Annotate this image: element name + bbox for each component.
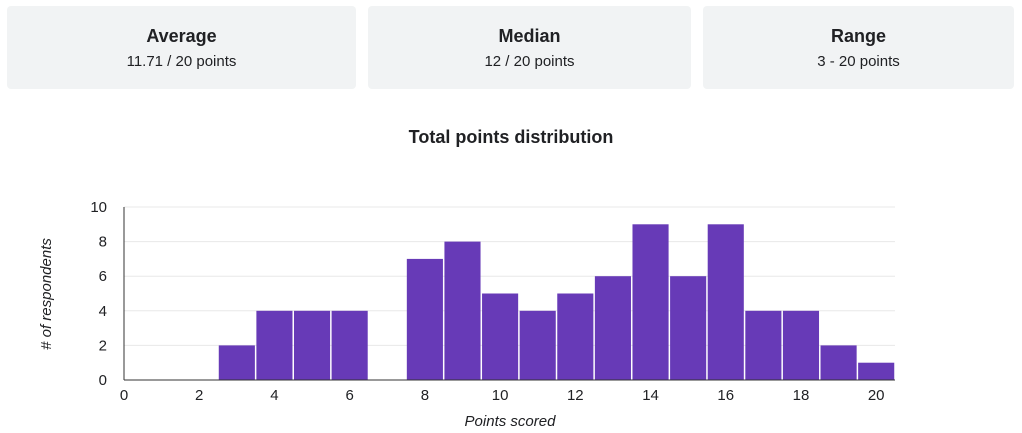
histogram-bar[interactable]: [519, 310, 556, 380]
y-tick-label: 8: [99, 234, 107, 251]
median-card: Median 12 / 20 points: [368, 6, 691, 89]
histogram-bar[interactable]: [858, 362, 895, 380]
histogram-bar[interactable]: [293, 310, 331, 380]
y-tick-label: 0: [99, 372, 107, 389]
y-tick-label: 6: [99, 268, 107, 285]
average-label: Average: [146, 26, 217, 46]
x-tick-label: 20: [868, 387, 885, 404]
x-tick-label: 14: [642, 387, 659, 404]
histogram-bar[interactable]: [482, 293, 519, 381]
median-value: 12 / 20 points: [484, 53, 575, 70]
range-card: Range 3 - 20 points: [703, 6, 1014, 89]
x-tick-label: 6: [345, 387, 353, 404]
x-axis-title: Points scored: [465, 413, 557, 430]
histogram-bar[interactable]: [406, 258, 443, 380]
range-label: Range: [830, 26, 886, 46]
histogram-bar[interactable]: [745, 310, 782, 380]
x-tick-label: 18: [793, 387, 810, 404]
chart-title: Total points distribution: [408, 127, 614, 147]
bars: [218, 224, 895, 381]
x-tick-label: 16: [717, 387, 734, 404]
histogram-bar[interactable]: [594, 276, 631, 380]
tick-labels: 0 2 4 6 8 10 0 2 4 6 8 10 12 14 16 18 20: [90, 199, 884, 404]
x-tick-label: 0: [120, 387, 128, 404]
x-tick-label: 4: [270, 387, 278, 404]
median-label: Median: [498, 26, 561, 46]
x-tick-label: 2: [195, 387, 203, 404]
histogram-bar[interactable]: [444, 241, 481, 380]
histogram-bar[interactable]: [557, 293, 594, 381]
histogram-bar[interactable]: [707, 224, 744, 380]
y-tick-label: 10: [90, 199, 107, 216]
histogram-bar[interactable]: [782, 310, 820, 380]
x-tick-label: 12: [567, 387, 584, 404]
x-tick-label: 10: [492, 387, 509, 404]
histogram-bar[interactable]: [218, 345, 255, 380]
histogram-bar[interactable]: [632, 224, 669, 380]
range-value: 3 - 20 points: [817, 53, 900, 70]
y-axis-title: # of respondents: [38, 238, 55, 350]
y-tick-label: 4: [99, 303, 107, 320]
histogram-bar[interactable]: [256, 310, 293, 380]
histogram-bar[interactable]: [670, 276, 707, 380]
y-tick-label: 2: [99, 337, 107, 354]
average-card: Average 11.71 / 20 points: [7, 6, 356, 89]
axes: [123, 207, 895, 381]
x-tick-label: 8: [421, 387, 429, 404]
histogram-bar[interactable]: [820, 345, 857, 380]
histogram-bar[interactable]: [331, 310, 368, 380]
average-value: 11.71 / 20 points: [126, 53, 237, 70]
